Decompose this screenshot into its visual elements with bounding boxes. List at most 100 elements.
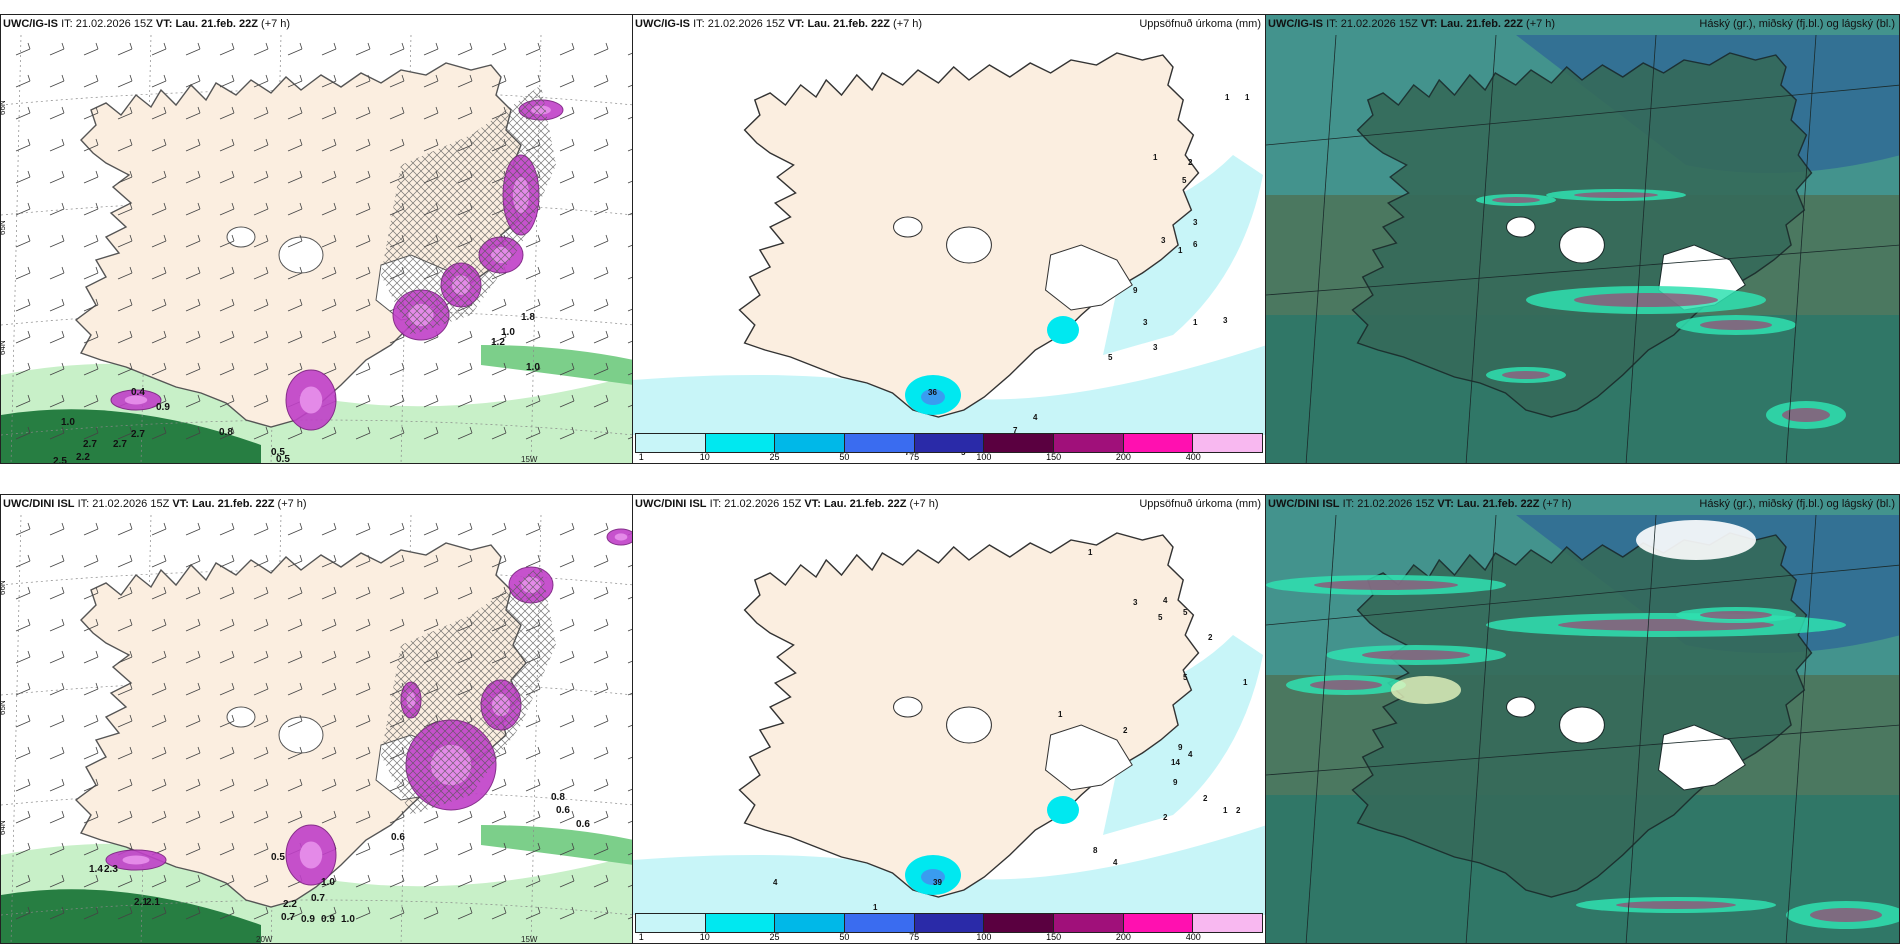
barb-flag [129,330,133,338]
barb-flag [231,362,235,370]
barb-flag [95,650,99,658]
barb-flag [27,650,31,658]
cloud-map[interactable] [1266,495,1900,944]
barb-shaft [559,240,575,248]
precip-map[interactable]: 111253316931335472235736 [633,15,1266,464]
wind-barb [321,42,337,56]
wind-barb [151,874,167,888]
wind-barb [287,42,303,56]
barb-flag [333,778,337,786]
barb-flag [231,522,235,530]
wind-barb [457,810,473,824]
barb-flag [27,906,31,914]
wind-barb [559,554,575,568]
barb-flag [95,682,99,690]
barb-shaft [559,528,575,536]
barb-flag [469,586,473,594]
wind-barb [117,266,133,280]
grid-line [1465,514,1497,943]
barb-shaft [49,752,65,760]
barb-flag [333,202,337,210]
barb-shaft [525,848,541,856]
barb-flag [163,426,167,434]
barb-flag [503,810,507,818]
barb-shaft [525,912,541,920]
wind-barb [83,234,99,248]
barb-shaft [117,720,133,728]
colorbar-cell [1054,914,1124,932]
lat-label: 64N [1,340,7,355]
barb-flag [95,714,99,722]
wind-barb [151,234,167,248]
wind-barb [83,74,99,88]
wind-barb [593,362,609,376]
barb-shaft [49,656,65,664]
wind-map[interactable]: 0.5 1.4 2.3 2.12.1 2.2 0.7 0.6 0.8 0.6 0.6 0.7 0.9 0… [1,495,633,944]
wind-barb [185,202,201,216]
wind-barb [83,746,99,760]
barb-shaft [83,784,99,792]
barb-flag [61,234,65,242]
wind-barb [15,618,31,632]
barb-shaft [253,208,269,216]
barb-shaft [525,48,541,56]
wind-value-label: 0.4 [131,387,145,398]
wind-barb [355,266,371,280]
product-label: Uppsöfnuð úrkoma (mm) [1139,18,1261,30]
barb-flag [571,906,575,914]
barb-flag [503,394,507,402]
wind-barb [525,778,541,792]
wind-value-label: 1.2 [491,337,505,348]
barb-shaft [355,336,371,344]
barb-shaft [15,144,31,152]
barb-flag [265,266,269,274]
wind-barb [83,586,99,600]
barb-shaft [491,336,507,344]
barb-shaft [321,720,337,728]
barb-shaft [15,272,31,280]
barb-flag [605,42,609,50]
barb-shaft [559,272,575,280]
barb-flag [95,746,99,754]
barb-flag [605,618,609,626]
barb-shaft [15,432,31,440]
wind-barb [219,906,235,920]
wind-barb [593,170,609,184]
wind-barb [389,74,405,88]
wind-barb [525,874,541,888]
barb-shaft [151,144,167,152]
barb-shaft [49,912,65,920]
wind-map[interactable]: 0.40.91.02.7 2.72.72.5 2.20.80.50.51.01.01… [1,15,633,464]
wind-barb [593,650,609,664]
barb-shaft [151,880,167,888]
barb-shaft [185,272,201,280]
barb-flag [61,810,65,818]
barb-shaft [321,80,337,88]
wind-barb [117,330,133,344]
barb-flag [299,330,303,338]
barb-shaft [389,624,405,632]
wind-barb [151,330,167,344]
wind-barb [423,842,439,856]
barb-flag [163,714,167,722]
barb-shaft [321,240,337,248]
barb-shaft [287,816,303,824]
barb-flag [27,170,31,178]
colorbar-cell [1123,914,1194,932]
wind-barb [457,554,473,568]
barb-flag [333,266,337,274]
barb-flag [197,842,201,850]
barb-shaft [355,176,371,184]
barb-flag [537,842,541,850]
barb-flag [61,138,65,146]
precip-panel-bottom: UWC/DINI ISL IT: 21.02.2026 15Z VT: Lau.… [632,494,1266,944]
cloud-map[interactable] [1266,15,1900,464]
barb-shaft [219,368,235,376]
barb-flag [435,842,439,850]
barb-shaft [151,368,167,376]
barb-flag [367,170,371,178]
wind-barb [83,362,99,376]
wind-barb [491,554,507,568]
wind-barb [355,426,371,440]
